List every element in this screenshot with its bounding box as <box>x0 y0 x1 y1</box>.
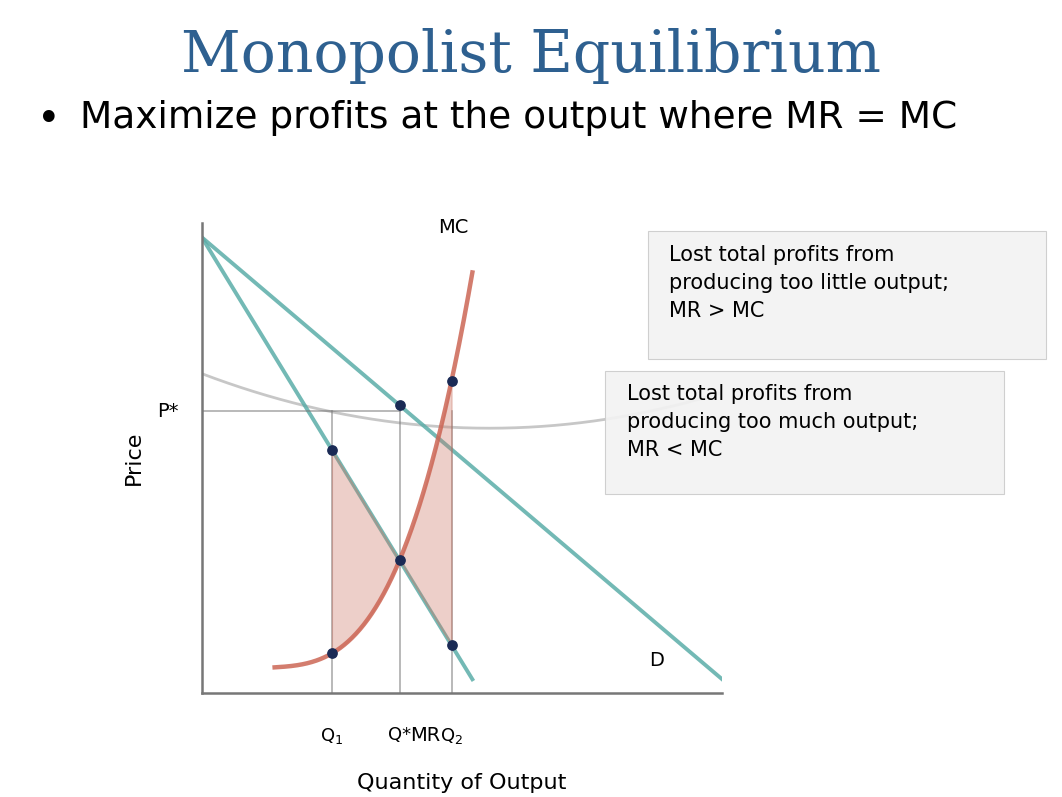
Text: Monopolist Equilibrium: Monopolist Equilibrium <box>181 28 881 84</box>
Text: Price: Price <box>124 431 144 485</box>
Text: Lost total profits from
producing too little output;
MR > MC: Lost total profits from producing too li… <box>669 245 949 320</box>
Point <box>323 443 340 456</box>
Text: Lost total profits from
producing too much output;
MR < MC: Lost total profits from producing too mu… <box>627 384 918 460</box>
Point <box>323 647 340 660</box>
Point <box>391 398 408 411</box>
Point <box>443 375 460 387</box>
Text: Quantity of Output: Quantity of Output <box>357 773 567 793</box>
Text: •: • <box>37 100 61 139</box>
Text: Maximize profits at the output where MR = MC: Maximize profits at the output where MR … <box>80 100 957 135</box>
Text: Q$_2$: Q$_2$ <box>440 726 463 746</box>
Text: P*: P* <box>157 402 178 421</box>
Text: MC: MC <box>439 218 469 238</box>
Point <box>443 639 460 652</box>
Point <box>391 554 408 567</box>
Text: MR: MR <box>410 726 440 745</box>
Text: Q$_1$: Q$_1$ <box>321 726 343 746</box>
Text: Q*: Q* <box>388 726 411 744</box>
Text: D: D <box>649 651 664 670</box>
